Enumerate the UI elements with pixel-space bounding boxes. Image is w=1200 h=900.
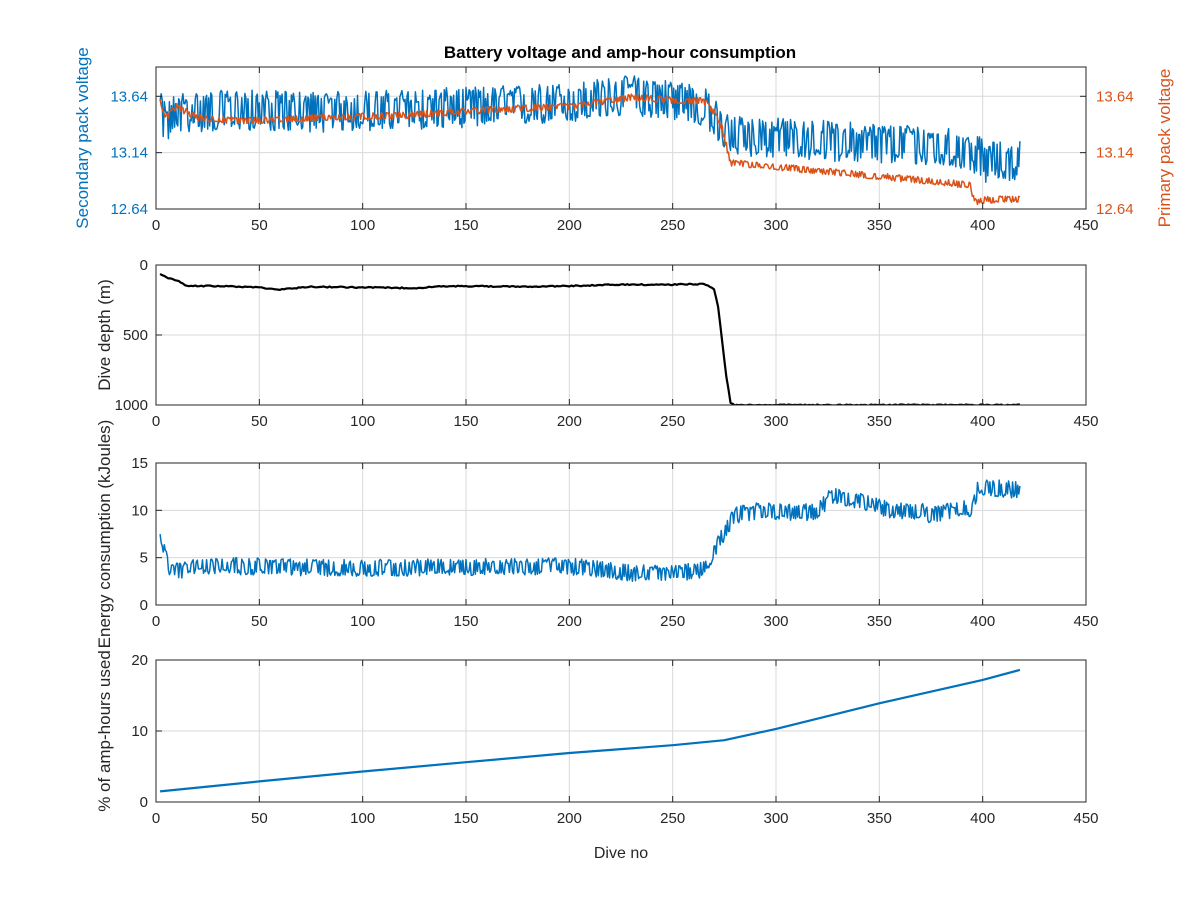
x-tick-label: 100 [350, 413, 375, 430]
x-tick-label: 450 [1073, 413, 1098, 430]
figure-title: Battery voltage and amp-hour consumption [444, 43, 796, 62]
x-tick-label: 0 [152, 217, 160, 234]
y-tick-label: 5 [140, 550, 148, 567]
x-tick-label: 100 [350, 217, 375, 234]
y-tick-label: 10 [131, 502, 148, 519]
x-tick-label: 400 [970, 413, 995, 430]
series-line-2 [159, 93, 1021, 206]
y-tick-label: 12.64 [110, 201, 148, 218]
chart-panels: 0 50 100 150 200 250 300 350 400 45012.6413.1413.… [73, 47, 1174, 862]
chart-panel-1: 0 50 100 150 200 250 300 350 400 45012.6413.1413.… [73, 47, 1174, 234]
x-tick-label: 0 [152, 613, 160, 630]
chart-panel-2: 0 50 100 150 200 250 300 350 400 450 0 500 1000Dive … [95, 257, 1099, 430]
x-tick-label: 0 [152, 810, 160, 827]
y-tick-label: 15 [131, 455, 148, 472]
y-tick-label: 500 [123, 327, 148, 344]
y-tick-label: 20 [131, 652, 148, 669]
x-tick-label: 200 [557, 810, 582, 827]
x-tick-label: 100 [350, 810, 375, 827]
x-tick-label: 400 [970, 810, 995, 827]
x-tick-label: 200 [557, 613, 582, 630]
x-tick-label: 350 [867, 613, 892, 630]
x-tick-label: 200 [557, 217, 582, 234]
series-line-1 [159, 668, 1021, 793]
y-right-tick-label: 13.64 [1096, 88, 1134, 105]
axes-box [155, 66, 1087, 210]
y-right-tick-label: 13.14 [1096, 145, 1134, 162]
y-tick-label: 13.64 [110, 88, 148, 105]
x-axis-label: Dive no [594, 845, 648, 862]
y-right-tick-label: 12.64 [1096, 201, 1134, 218]
x-tick-label: 150 [453, 413, 478, 430]
series-line-1 [159, 75, 1021, 183]
x-tick-label: 250 [660, 810, 685, 827]
y-tick-label: 0 [140, 257, 148, 274]
x-tick-label: 400 [970, 217, 995, 234]
x-tick-label: 150 [453, 613, 478, 630]
y-axis-label: Secondary pack voltage [73, 47, 92, 228]
x-tick-label: 400 [970, 613, 995, 630]
x-tick-label: 150 [453, 810, 478, 827]
x-tick-label: 250 [660, 413, 685, 430]
x-tick-label: 300 [763, 810, 788, 827]
y-tick-label: 10 [131, 723, 148, 740]
x-tick-label: 450 [1073, 613, 1098, 630]
x-tick-label: 50 [251, 810, 268, 827]
y-tick-label: 0 [140, 794, 148, 811]
x-tick-label: 0 [152, 413, 160, 430]
y-axis-label: Energy consumption (kJoules) [95, 420, 114, 649]
chart-panel-4: 0 50 100 150 200 250 300 350 400 450 0 10 20 % of amp… [95, 650, 1099, 862]
x-tick-label: 50 [251, 217, 268, 234]
x-tick-label: 100 [350, 613, 375, 630]
x-tick-label: 50 [251, 613, 268, 630]
y-axis-label: Dive depth (m) [95, 279, 114, 390]
y-tick-label: 0 [140, 597, 148, 614]
x-tick-label: 250 [660, 613, 685, 630]
x-tick-label: 200 [557, 413, 582, 430]
series-line-1 [159, 479, 1021, 582]
x-tick-label: 300 [763, 613, 788, 630]
x-tick-label: 300 [763, 413, 788, 430]
x-tick-label: 450 [1073, 217, 1098, 234]
x-tick-label: 350 [867, 810, 892, 827]
x-tick-label: 50 [251, 413, 268, 430]
y-right-axis-label: Primary pack voltage [1155, 69, 1174, 228]
y-axis-label: % of amp-hours used [95, 650, 114, 812]
x-tick-label: 350 [867, 217, 892, 234]
x-tick-label: 300 [763, 217, 788, 234]
y-tick-label: 1000 [115, 397, 148, 414]
x-tick-label: 350 [867, 413, 892, 430]
y-tick-label: 13.14 [110, 145, 148, 162]
chart-panel-3: 0 50 100 150 200 250 300 350 400 450 0 5 10 15 Energy … [95, 420, 1099, 649]
x-tick-label: 450 [1073, 810, 1098, 827]
x-tick-label: 250 [660, 217, 685, 234]
x-tick-label: 150 [453, 217, 478, 234]
